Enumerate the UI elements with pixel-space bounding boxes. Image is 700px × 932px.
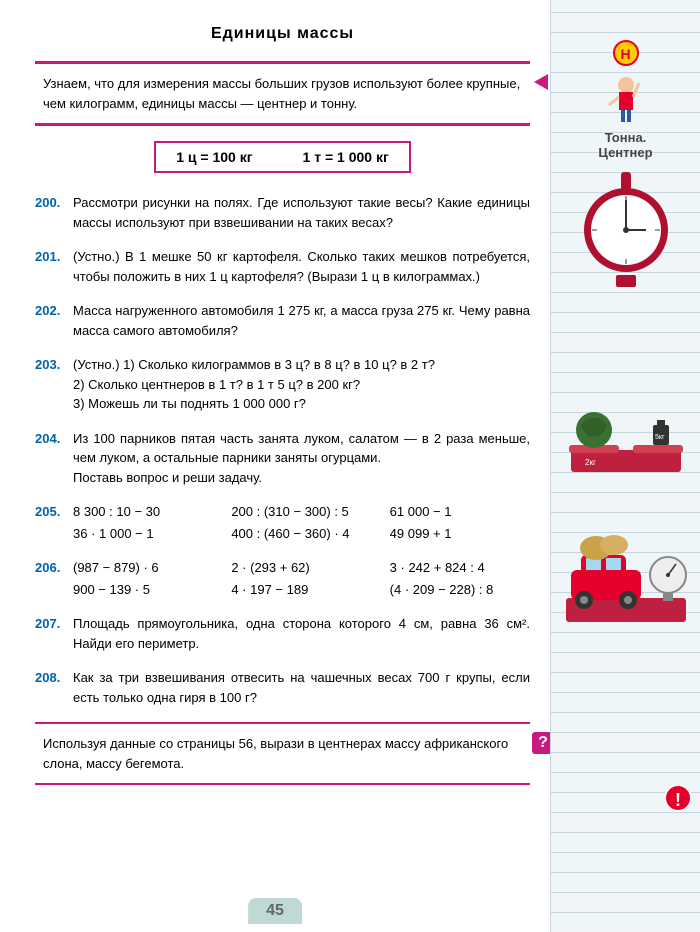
task-202: 202. Масса нагруженного автомобиля 1 275… [35,301,530,340]
formula-right: 1 т = 1 000 кг [303,149,389,165]
task-text: Из 100 парников пятая часть занята луком… [73,429,530,488]
expr-table: (987 − 879) · 6 2 · (293 + 62) 3 · 242 +… [73,558,530,599]
intro-box: Узнаем, что для измерения массы больших … [35,61,530,126]
task-num: 201. [35,247,65,286]
clock-scale-icon [556,170,695,295]
task-text: Рассмотри рисунки на полях. Где использу… [73,193,530,232]
task-200: 200. Рассмотри рисунки на полях. Где исп… [35,193,530,232]
car-scale-icon [556,520,695,635]
expr: 36 · 1 000 − 1 [73,524,213,544]
expr: 200 : (310 − 300) : 5 [231,502,371,522]
task-208: 208. Как за три взвешивания отвесить на … [35,668,530,707]
task-num: 207. [35,614,65,653]
task-num: 205. [35,502,65,543]
task-num: 200. [35,193,65,232]
intro-arrow-icon [534,74,548,90]
label: Тонна. [605,130,647,145]
balance-scale-icon: 2кг 5кг [556,395,695,490]
expr: 3 · 242 + 824 : 4 [390,558,530,578]
formula-box: 1 ц = 100 кг 1 т = 1 000 кг [154,141,411,173]
sidebar: Н Тонна. Центнер [550,0,700,932]
footer-text: Используя данные со страницы 56, вырази … [43,736,508,771]
expr: 8 300 : 10 − 30 [73,502,213,522]
task-text: (Устно.) В 1 мешке 50 кг картофеля. Скол… [73,247,530,286]
task-text: Как за три взвешивания отвесить на чашеч… [73,668,530,707]
task-text: Масса нагруженного автомобиля 1 275 кг, … [73,301,530,340]
line: 2) Сколько центнеров в 1 т? в 1 т 5 ц? в… [73,377,360,392]
task-num: 203. [35,355,65,414]
weight-label: 2кг [585,458,596,467]
main-content: Единицы массы Узнаем, что для измерения … [0,0,550,932]
footer-task: Используя данные со страницы 56, вырази … [35,722,530,785]
task-text: (Устно.) 1) Сколько килограммов в 3 ц? в… [73,355,530,414]
line: Поставь вопрос и реши задачу. [73,470,262,485]
expr: 2 · (293 + 62) [231,558,371,578]
label: Центнер [598,145,652,160]
task-num: 208. [35,668,65,707]
task-num: 202. [35,301,65,340]
formula-left: 1 ц = 100 кг [176,149,252,165]
task-203: 203. (Устно.) 1) Сколько килограммов в 3… [35,355,530,414]
expr: 61 000 − 1 [390,502,530,522]
task-205: 205. 8 300 : 10 − 30 200 : (310 − 300) :… [35,502,530,543]
task-206: 206. (987 − 879) · 6 2 · (293 + 62) 3 · … [35,558,530,599]
expr-table: 8 300 : 10 − 30 200 : (310 − 300) : 5 61… [73,502,530,543]
task-text: Площадь прямоугольника, одна сторона кот… [73,614,530,653]
task-207: 207. Площадь прямоугольника, одна сторон… [35,614,530,653]
page: Единицы массы Узнаем, что для измерения … [0,0,700,932]
line: 3) Можешь ли ты поднять 1 000 000 г? [73,396,306,411]
line: Из 100 парников пятая часть занята луком… [73,431,530,466]
page-title: Единицы массы [35,25,530,43]
line: (Устно.) 1) Сколько килограммов в 3 ц? в… [73,357,435,372]
expr: 49 099 + 1 [390,524,530,544]
task-201: 201. (Устно.) В 1 мешке 50 кг картофеля.… [35,247,530,286]
task-204: 204. Из 100 парников пятая часть занята … [35,429,530,488]
page-number: 45 [248,898,302,924]
expr: 900 − 139 · 5 [73,580,213,600]
task-num: 204. [35,429,65,488]
sidebar-label: Тонна. Центнер [556,130,695,160]
expr: 4 · 197 − 189 [231,580,371,600]
intro-text: Узнаем, что для измерения массы больших … [43,76,520,111]
expr: 400 : (460 − 360) · 4 [231,524,371,544]
child-figure-icon [601,55,651,125]
weight-label: 5кг [655,434,665,441]
expr: (987 − 879) · 6 [73,558,213,578]
task-num: 206. [35,558,65,599]
expr: (4 · 209 − 228) : 8 [390,580,530,600]
alert-icon: ! [664,784,692,812]
